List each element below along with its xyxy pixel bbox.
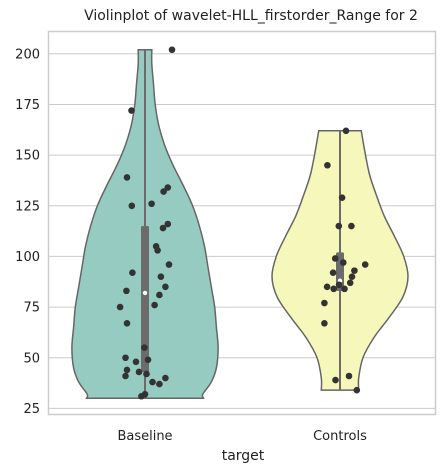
data-point bbox=[123, 287, 130, 295]
y-tick-label: 150 bbox=[15, 149, 40, 164]
data-point bbox=[156, 380, 163, 388]
data-point bbox=[340, 259, 347, 266]
iqr-box-baseline bbox=[141, 226, 149, 372]
data-point bbox=[123, 366, 131, 374]
data-point bbox=[156, 291, 163, 299]
y-tick-label: 175 bbox=[15, 98, 40, 113]
data-point bbox=[149, 378, 156, 386]
data-point bbox=[338, 194, 346, 201]
y-tick-label: 200 bbox=[15, 47, 40, 62]
x-tick-labels: Baseline Controls bbox=[117, 429, 367, 444]
data-point bbox=[116, 303, 124, 311]
y-tick-label: 75 bbox=[23, 301, 40, 316]
data-point bbox=[321, 299, 328, 307]
data-point bbox=[165, 261, 173, 268]
data-point bbox=[123, 174, 131, 181]
data-point bbox=[323, 283, 331, 291]
data-point bbox=[335, 222, 343, 230]
data-point bbox=[160, 188, 167, 195]
x-tick-label: Baseline bbox=[117, 429, 172, 444]
data-point bbox=[346, 279, 354, 287]
data-point bbox=[361, 261, 369, 268]
data-point bbox=[348, 273, 356, 281]
data-point bbox=[164, 184, 172, 191]
data-point bbox=[138, 392, 145, 400]
data-point bbox=[341, 285, 348, 293]
data-point bbox=[321, 320, 328, 327]
data-point bbox=[144, 356, 152, 364]
data-point bbox=[159, 224, 167, 232]
data-point bbox=[122, 354, 129, 362]
data-point bbox=[351, 267, 358, 274]
data-point bbox=[330, 285, 338, 293]
data-point bbox=[331, 255, 339, 262]
y-tick-label: 125 bbox=[15, 199, 40, 214]
data-points bbox=[116, 46, 369, 400]
data-point bbox=[151, 301, 158, 309]
data-point bbox=[135, 368, 143, 376]
median-marker-baseline bbox=[142, 290, 148, 296]
data-point bbox=[353, 386, 361, 394]
data-point bbox=[141, 344, 148, 351]
y-tick-label: 50 bbox=[23, 351, 40, 366]
plot-frame bbox=[47, 30, 437, 416]
chart-title: Violinplot of wavelet-HLL_firstorder_Ran… bbox=[84, 8, 418, 24]
data-point bbox=[164, 220, 172, 228]
data-point bbox=[128, 107, 135, 114]
data-point bbox=[329, 269, 337, 276]
x-tick-label: Controls bbox=[313, 429, 367, 444]
x-axis-label: target bbox=[222, 448, 265, 464]
data-point bbox=[154, 247, 161, 254]
violins bbox=[71, 48, 409, 400]
y-tick-label: 25 bbox=[23, 402, 40, 417]
inner-boxes bbox=[141, 49, 344, 399]
data-point bbox=[348, 222, 355, 230]
data-point bbox=[342, 127, 350, 135]
data-point bbox=[335, 281, 343, 289]
data-point bbox=[132, 358, 140, 366]
data-point bbox=[345, 372, 353, 380]
y-tick-label: 100 bbox=[15, 250, 40, 265]
data-point bbox=[162, 374, 169, 382]
data-point bbox=[122, 372, 129, 380]
data-point bbox=[143, 370, 150, 378]
data-point bbox=[324, 161, 331, 169]
data-point bbox=[129, 269, 136, 276]
data-point bbox=[332, 376, 339, 384]
data-point bbox=[162, 283, 169, 291]
data-point bbox=[168, 46, 176, 54]
data-point bbox=[148, 200, 155, 208]
data-point bbox=[128, 202, 136, 210]
data-point bbox=[157, 273, 165, 281]
data-point bbox=[123, 320, 131, 327]
y-tick-labels: 25 50 75 100 125 150 175 200 bbox=[15, 47, 40, 417]
